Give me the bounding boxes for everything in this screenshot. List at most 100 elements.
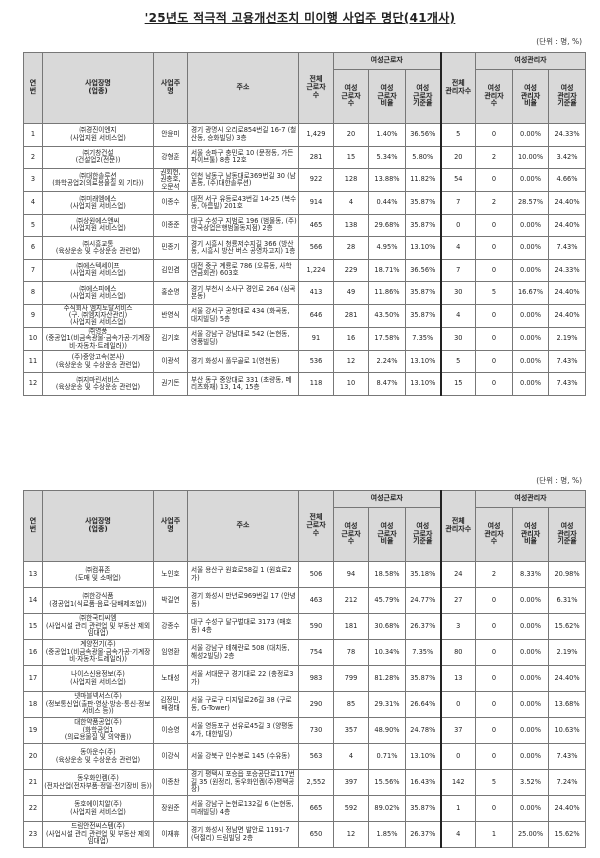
female-workers-cell: 28 — [333, 236, 369, 260]
table-row: 1 ㈜경진이엔지 (사업지원 서비스업) 안윤미 경기 광명시 오리로854번길 16… — [23, 123, 587, 147]
total-workers-cell: 563 — [298, 743, 334, 770]
female-worker-ratio-cell: 89.02% — [368, 795, 406, 822]
row-number-cell: 19 — [23, 717, 43, 744]
address-cell: 서울 강남구 테헤란로 508 (대치동, 해성2빌딩) 2층 — [187, 639, 299, 666]
female-manager-standard-cell: 7.43% — [548, 743, 587, 770]
header-female-managers-standard: 여성 관리자 기준율 — [548, 69, 587, 124]
total-workers-cell: 506 — [298, 561, 334, 588]
female-worker-standard-cell: 13.10% — [404, 236, 442, 260]
header-row: 연 번 사업장명 (업종) 사업주 명 주소 전체 근로자 수 여성근로자 전체 관리자수 여… — [23, 490, 587, 562]
female-worker-ratio-cell: 2.24% — [368, 349, 406, 374]
female-worker-standard-cell: 36.56% — [404, 258, 442, 283]
owner-name-cell: 홍순명 — [153, 281, 188, 305]
female-workers-cell: 128 — [333, 167, 369, 193]
address-cell: 대전 서구 유등로43번길 14-25 (복수동, 아름빌) 201호 — [187, 191, 299, 215]
female-managers-cell: 0 — [475, 743, 514, 770]
female-workers-cell: 20 — [333, 123, 369, 147]
table-row: 10 ㈜영풍 (중공업1(비금속광물·금속가공·기계장비·자동차·트레일러)) 김기… — [23, 326, 587, 351]
female-worker-standard-cell: 35.87% — [404, 191, 442, 215]
row-number-cell: 3 — [23, 167, 43, 193]
female-worker-standard-cell: 16.43% — [404, 769, 442, 796]
female-manager-standard-cell: 24.40% — [548, 281, 587, 305]
female-manager-ratio-cell: 10.00% — [512, 145, 550, 169]
female-worker-ratio-cell: 8.47% — [368, 372, 406, 396]
table-row: 17 나이스신용정보(주) (사업지원 서비스업) 노태성 서울 서대문구 경기대로 … — [23, 665, 587, 692]
row-number-cell: 7 — [23, 258, 43, 283]
female-manager-standard-cell: 24.40% — [548, 665, 587, 692]
table-row: 19 대한약품공업(주) (화학공업1 (의료용물질 및 의약품)) 이승영 서울 영… — [23, 717, 587, 744]
female-worker-ratio-cell: 11.86% — [368, 281, 406, 305]
address-cell: 대전 중구 계룡로 786 (오류동, 사학연금회관) 603호 — [187, 258, 299, 283]
female-workers-cell: 181 — [333, 613, 369, 640]
company-name-cell: 동호에이치알(주) (사업지원 서비스업) — [42, 795, 154, 822]
table-body: 1 ㈜경진이엔지 (사업지원 서비스업) 안윤미 경기 광명시 오리로854번길 16… — [23, 123, 587, 396]
owner-name-cell: 이광석 — [153, 349, 188, 374]
female-workers-cell: 49 — [333, 281, 369, 305]
total-workers-cell: 463 — [298, 587, 334, 614]
total-workers-cell: 983 — [298, 665, 334, 692]
total-workers-cell: 2,552 — [298, 769, 334, 796]
owner-name-cell: 노태성 — [153, 665, 188, 692]
header-female-workers-ratio: 여성 근로자 비율 — [368, 69, 406, 124]
company-name-cell: ㈜지마린서비스 (육상운송 및 수상운송 관련업) — [42, 372, 154, 396]
female-manager-standard-cell: 24.33% — [548, 258, 587, 283]
header-owner: 사업주 명 — [153, 490, 188, 562]
header-row: 연 번 사업장명 (업종) 사업주 명 주소 전체 근로자 수 여성근로자 전체 관리자수 여… — [23, 52, 587, 124]
total-workers-cell: 646 — [298, 303, 334, 328]
female-worker-ratio-cell: 43.50% — [368, 303, 406, 328]
total-managers-cell: 37 — [439, 717, 477, 744]
total-workers-cell: 465 — [298, 213, 334, 238]
address-cell: 대구 수성구 달구벌대로 3173 (매호동) 4층 — [187, 613, 299, 640]
female-workers-cell: 592 — [333, 795, 369, 822]
header-female-workers: 여성 근로자 수 — [333, 507, 369, 562]
total-managers-cell: 1 — [439, 795, 477, 822]
header-female-managers-group: 여성관리자 — [475, 490, 587, 508]
company-name-cell: ㈜기창건설 (건설업2(전문)) — [42, 145, 154, 169]
table-row: 5 ㈜상원에스앤씨 (사업지원 서비스업) 이종준 대구 수성구 지범로 196 (범… — [23, 213, 587, 238]
female-manager-ratio-cell: 0.00% — [512, 326, 550, 351]
table-row: 12 ㈜지마린서비스 (육상운송 및 수상운송 관련업) 권기돈 부산 동구 중앙대로… — [23, 372, 587, 396]
female-managers-cell: 0 — [475, 639, 514, 666]
female-manager-ratio-cell: 0.00% — [512, 213, 550, 238]
total-workers-cell: 1,224 — [298, 258, 334, 283]
total-managers-cell: 20 — [439, 145, 477, 169]
female-worker-standard-cell: 35.87% — [404, 281, 442, 305]
female-manager-standard-cell: 24.40% — [548, 303, 587, 328]
total-workers-cell: 413 — [298, 281, 334, 305]
address-cell: 경기 광명시 오리로854번길 16-7 (철산동, 승화빌딩) 3층 — [187, 123, 299, 147]
table-row: 9 주식회사 엠지토탈서비스 (구. ㈜엠지자산관리) (사업지원 서비스업) 반영… — [23, 303, 587, 328]
female-workers-cell: 16 — [333, 326, 369, 351]
female-workers-cell: 799 — [333, 665, 369, 692]
female-worker-standard-cell: 36.56% — [404, 123, 442, 147]
company-name-cell: ㈜미래엠에스 (사업지원 서비스업) — [42, 191, 154, 215]
header-company: 사업장명 (업종) — [42, 490, 154, 562]
table-row: 7 ㈜에스텍세이프 (사업지원 서비스업) 김인겸 대전 중구 계룡로 786 (오류… — [23, 258, 587, 283]
total-managers-cell: 7 — [439, 191, 477, 215]
unit-note: (단위 : 명, %) — [536, 476, 582, 485]
total-workers-cell: 118 — [298, 372, 334, 396]
female-manager-standard-cell: 13.68% — [548, 691, 587, 718]
female-manager-ratio-cell: 28.57% — [512, 191, 550, 215]
header-female-managers-ratio: 여성 관리자 비율 — [512, 69, 550, 124]
header-company: 사업장명 (업종) — [42, 52, 154, 124]
total-workers-cell: 650 — [298, 821, 334, 848]
female-workers-cell: 15 — [333, 145, 369, 169]
header-female-workers-ratio: 여성 근로자 비율 — [368, 507, 406, 562]
row-number-cell: 13 — [23, 561, 43, 588]
female-worker-ratio-cell: 18.58% — [368, 561, 406, 588]
owner-name-cell: 장원준 — [153, 795, 188, 822]
table-header: 연 번 사업장명 (업종) 사업주 명 주소 전체 근로자 수 여성근로자 전체 관리자수 여… — [23, 490, 587, 562]
company-name-cell: ㈜경진이엔지 (사업지원 서비스업) — [42, 123, 154, 147]
female-worker-ratio-cell: 1.85% — [368, 821, 406, 848]
female-managers-cell: 0 — [475, 587, 514, 614]
female-managers-cell: 0 — [475, 795, 514, 822]
table-row: 23 드림안전씨스템(주) (사업시설 관리 관련업 및 부동산 제외 임대업) 이… — [23, 821, 587, 848]
female-worker-standard-cell: 13.10% — [404, 349, 442, 374]
total-managers-cell: 30 — [439, 281, 477, 305]
row-number-cell: 9 — [23, 303, 43, 328]
address-cell: 경기 평택시 포승읍 포승공단로117번길 35 (원정리, 동우화인켐(주)평… — [187, 769, 299, 796]
female-worker-ratio-cell: 15.56% — [368, 769, 406, 796]
owner-name-cell: 박길연 — [153, 587, 188, 614]
address-cell: 대구 수성구 지범로 196 (범물동, (주)한국상업은행범물동지점) 2층 — [187, 213, 299, 238]
row-number-cell: 20 — [23, 743, 43, 770]
